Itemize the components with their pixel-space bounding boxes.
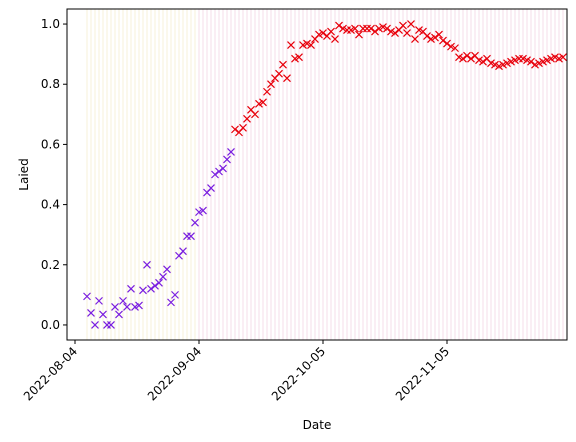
x-tick-label: 2022-10-05 <box>269 344 328 403</box>
x-axis-label: Date <box>303 418 332 432</box>
y-tick-label: 0.8 <box>41 77 60 91</box>
y-axis-label: Laied <box>17 158 31 190</box>
x-tick-label: 2022-11-05 <box>393 344 452 403</box>
y-tick-label: 0.0 <box>41 318 60 332</box>
data-points <box>84 21 567 329</box>
y-tick-label: 0.6 <box>41 137 60 151</box>
plot-frame <box>67 9 567 340</box>
x-tick-label: 2022-08-04 <box>21 344 80 403</box>
background-bands <box>87 9 563 340</box>
x-tick-label: 2022-09-04 <box>145 344 204 403</box>
y-tick-label: 0.4 <box>41 198 60 212</box>
y-tick-label: 1.0 <box>41 17 60 31</box>
y-tick-label: 0.2 <box>41 258 60 272</box>
